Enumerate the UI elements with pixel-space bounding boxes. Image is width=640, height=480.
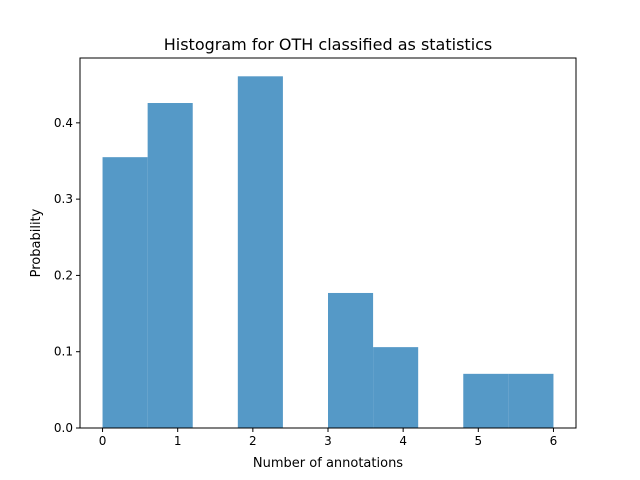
x-tick-label: 4: [399, 434, 407, 448]
histogram-bar: [237, 76, 283, 429]
y-tick-label: 0.4: [54, 116, 73, 130]
y-tick-label: 0.1: [54, 345, 73, 359]
chart-title: Histogram for OTH classified as statisti…: [164, 35, 493, 54]
x-tick-label: 6: [550, 434, 558, 448]
y-axis-label: Probability: [29, 208, 44, 277]
x-tick-label: 5: [474, 434, 482, 448]
x-axis-label: Number of annotations: [253, 456, 403, 471]
y-tick-label: 0.0: [54, 421, 73, 435]
bars-layer: [102, 76, 554, 429]
histogram-bar: [508, 373, 554, 428]
histogram-bar: [373, 347, 419, 428]
y-tick-label: 0.3: [54, 192, 73, 206]
x-tick-label: 0: [99, 434, 107, 448]
histogram-bar: [102, 157, 148, 428]
y-axis-ticks: 0.0 0.1 0.2 0.3 0.4: [54, 116, 80, 435]
x-tick-label: 3: [324, 434, 332, 448]
x-axis-ticks: 0 1 2 3 4 5 6: [99, 428, 558, 448]
x-tick-label: 1: [174, 434, 182, 448]
x-tick-label: 2: [249, 434, 257, 448]
histogram-bar: [463, 373, 509, 428]
histogram-bar: [328, 292, 374, 428]
y-tick-label: 0.2: [54, 268, 73, 282]
histogram-bar: [147, 103, 193, 428]
